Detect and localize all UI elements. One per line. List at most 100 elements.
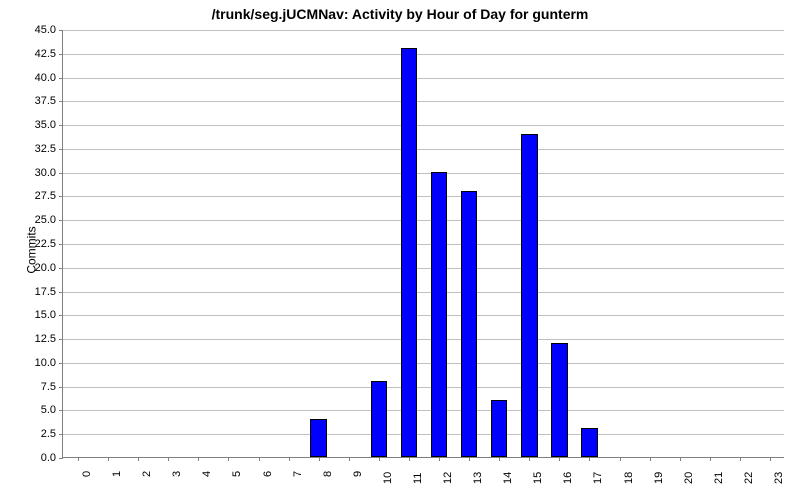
x-tick-mark xyxy=(319,457,320,461)
bar xyxy=(431,172,448,457)
gridline xyxy=(63,268,784,269)
x-tick-label: 11 xyxy=(412,473,424,484)
y-tick-label: 17.5 xyxy=(0,286,56,298)
gridline xyxy=(63,173,784,174)
x-tick-label: 13 xyxy=(472,472,484,484)
y-tick-label: 42.5 xyxy=(0,48,56,60)
x-tick-label: 2 xyxy=(141,471,153,477)
gridline xyxy=(63,387,784,388)
y-tick-label: 15.0 xyxy=(0,309,56,321)
y-tick-mark xyxy=(59,434,63,435)
y-tick-label: 32.5 xyxy=(0,143,56,155)
x-tick-label: 10 xyxy=(382,472,394,484)
gridline xyxy=(63,434,784,435)
x-tick-mark xyxy=(680,457,681,461)
gridline xyxy=(63,30,784,31)
y-tick-mark xyxy=(59,196,63,197)
x-tick-label: 17 xyxy=(592,472,604,484)
gridline xyxy=(63,125,784,126)
y-tick-label: 10.0 xyxy=(0,357,56,369)
x-tick-mark xyxy=(168,457,169,461)
x-tick-label: 3 xyxy=(171,471,183,477)
y-tick-label: 12.5 xyxy=(0,333,56,345)
x-tick-mark xyxy=(529,457,530,461)
x-tick-mark xyxy=(198,457,199,461)
x-tick-mark xyxy=(499,457,500,461)
y-tick-label: 45.0 xyxy=(0,24,56,36)
x-tick-label: 1 xyxy=(111,471,123,477)
bar xyxy=(581,428,598,457)
gridline xyxy=(63,339,784,340)
x-tick-label: 16 xyxy=(562,472,574,484)
x-tick-label: 0 xyxy=(81,471,93,477)
chart-container: /trunk/seg.jUCMNav: Activity by Hour of … xyxy=(0,0,800,500)
x-tick-mark xyxy=(259,457,260,461)
y-tick-label: 20.0 xyxy=(0,262,56,274)
x-tick-mark xyxy=(228,457,229,461)
gridline xyxy=(63,220,784,221)
y-tick-label: 27.5 xyxy=(0,190,56,202)
x-tick-label: 5 xyxy=(231,471,243,477)
x-tick-label: 14 xyxy=(502,472,514,484)
gridline xyxy=(63,78,784,79)
x-tick-mark xyxy=(469,457,470,461)
y-tick-mark xyxy=(59,363,63,364)
y-tick-label: 30.0 xyxy=(0,167,56,179)
y-tick-mark xyxy=(59,244,63,245)
bar xyxy=(310,419,327,457)
y-tick-label: 5.0 xyxy=(0,404,56,416)
x-tick-mark xyxy=(108,457,109,461)
y-tick-mark xyxy=(59,30,63,31)
y-tick-label: 40.0 xyxy=(0,72,56,84)
bar xyxy=(521,134,538,457)
gridline xyxy=(63,196,784,197)
y-tick-mark xyxy=(59,125,63,126)
gridline xyxy=(63,101,784,102)
gridline xyxy=(63,292,784,293)
y-tick-label: 2.5 xyxy=(0,428,56,440)
y-tick-label: 7.5 xyxy=(0,381,56,393)
gridline xyxy=(63,244,784,245)
y-tick-mark xyxy=(59,101,63,102)
x-tick-label: 8 xyxy=(322,471,334,477)
bar xyxy=(461,191,478,457)
gridline xyxy=(63,315,784,316)
y-tick-label: 0.0 xyxy=(0,452,56,464)
gridline xyxy=(63,363,784,364)
x-tick-label: 21 xyxy=(713,472,725,484)
x-tick-mark xyxy=(650,457,651,461)
y-tick-mark xyxy=(59,54,63,55)
x-tick-label: 12 xyxy=(442,472,454,484)
x-tick-mark xyxy=(740,457,741,461)
x-tick-mark xyxy=(349,457,350,461)
y-tick-label: 22.5 xyxy=(0,238,56,250)
bar xyxy=(401,48,418,457)
x-tick-mark xyxy=(409,457,410,461)
x-tick-label: 7 xyxy=(292,471,304,477)
x-tick-label: 23 xyxy=(773,472,785,484)
x-tick-mark xyxy=(138,457,139,461)
x-tick-mark xyxy=(589,457,590,461)
y-tick-mark xyxy=(59,387,63,388)
gridline xyxy=(63,410,784,411)
x-tick-label: 18 xyxy=(623,472,635,484)
x-tick-mark xyxy=(439,457,440,461)
y-tick-mark xyxy=(59,315,63,316)
y-tick-mark xyxy=(59,458,63,459)
x-tick-mark xyxy=(770,457,771,461)
y-tick-mark xyxy=(59,268,63,269)
y-tick-mark xyxy=(59,220,63,221)
x-tick-label: 22 xyxy=(743,472,755,484)
x-tick-label: 15 xyxy=(532,472,544,484)
y-tick-mark xyxy=(59,78,63,79)
bar xyxy=(371,381,388,457)
x-tick-mark xyxy=(289,457,290,461)
plot-area xyxy=(62,30,784,458)
y-tick-mark xyxy=(59,149,63,150)
x-tick-label: 9 xyxy=(352,471,364,477)
x-tick-mark xyxy=(620,457,621,461)
y-tick-label: 37.5 xyxy=(0,95,56,107)
x-tick-mark xyxy=(710,457,711,461)
y-tick-mark xyxy=(59,339,63,340)
x-tick-label: 19 xyxy=(653,472,665,484)
